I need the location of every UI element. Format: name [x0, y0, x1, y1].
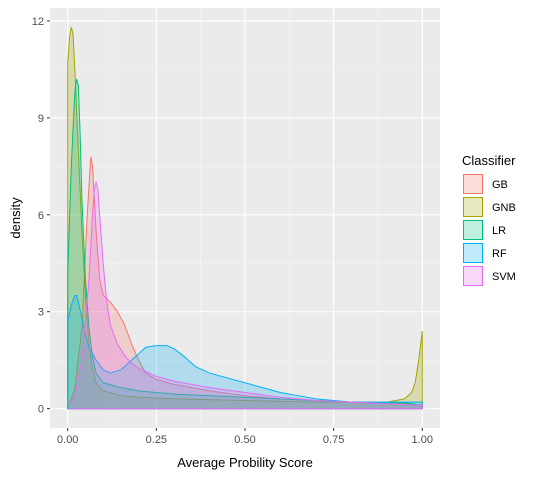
- y-axis-title: density: [8, 197, 23, 239]
- legend-title: Classifier: [462, 153, 516, 168]
- legend-label-gb: GB: [492, 179, 508, 191]
- x-tick-label: 1.00: [412, 434, 433, 446]
- legend-key-background: [462, 265, 484, 287]
- x-axis-title: Average Probility Score: [177, 455, 313, 470]
- y-tick-label: 9: [38, 113, 44, 125]
- y-tick-label: 6: [38, 210, 44, 222]
- legend-key-svm: [463, 266, 483, 286]
- legend-key-background: [462, 196, 484, 218]
- legend-label-svm: SVM: [492, 271, 516, 283]
- legend-label-gnb: GNB: [492, 202, 516, 214]
- legend-key-lr: [463, 220, 483, 240]
- x-tick-label: 0.50: [234, 434, 255, 446]
- legend-label-lr: LR: [492, 225, 506, 237]
- density-curves: [67, 27, 423, 410]
- legend-key-rf: [463, 243, 483, 263]
- density-area-gnb: [67, 27, 423, 410]
- y-tick-label: 0: [38, 404, 44, 416]
- density-area-lr: [67, 78, 423, 410]
- legend-key-background: [462, 242, 484, 264]
- legend-label-rf: RF: [492, 248, 507, 260]
- legend-key-background: [462, 173, 484, 195]
- x-tick-label: 0.00: [57, 434, 78, 446]
- x-tick-label: 0.75: [323, 434, 344, 446]
- legend-key-background: [462, 219, 484, 241]
- x-axis-ticks: 0.00 0.25 0.50 0.75 1.00: [57, 428, 433, 446]
- x-tick-label: 0.25: [146, 434, 167, 446]
- legend-key-gnb: [463, 197, 483, 217]
- y-axis-ticks: 0 3 6 9 12: [32, 16, 50, 416]
- y-tick-label: 12: [32, 16, 44, 28]
- legend-key-gb: [463, 174, 483, 194]
- density-area-svm: [69, 180, 423, 410]
- legend: Classifier GB GNB LR RF SVM: [462, 153, 516, 287]
- y-tick-label: 3: [38, 307, 44, 319]
